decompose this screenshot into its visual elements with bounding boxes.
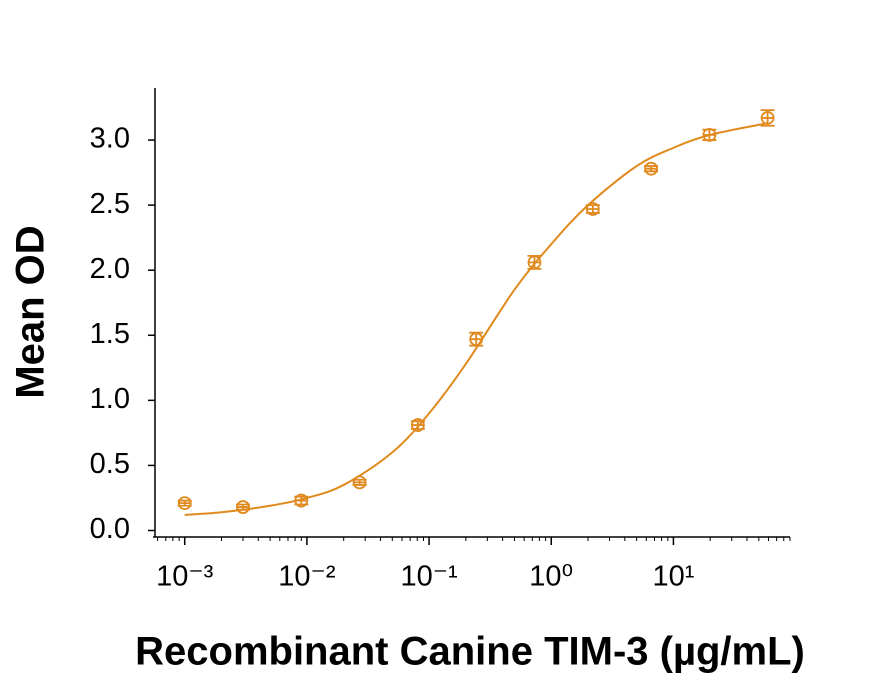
x-tick-label: 10⁰ bbox=[529, 561, 573, 593]
error-bar bbox=[410, 420, 425, 430]
y-axis-label: Mean OD bbox=[9, 225, 53, 398]
error-bar bbox=[760, 109, 775, 127]
data-point bbox=[644, 161, 658, 176]
fit-curve bbox=[184, 122, 768, 516]
data-point bbox=[236, 500, 250, 514]
data-point bbox=[177, 496, 192, 511]
data-point bbox=[760, 111, 775, 125]
x-tick-label: 10¹ bbox=[652, 561, 694, 593]
data-point bbox=[410, 418, 425, 432]
data-point bbox=[294, 493, 309, 508]
error-bar bbox=[177, 499, 192, 507]
data-point bbox=[585, 202, 600, 216]
y-tick-label: 1.0 bbox=[90, 383, 130, 415]
data-point bbox=[527, 255, 542, 270]
y-tick-label: 1.5 bbox=[90, 318, 130, 350]
x-tick-label: 10⁻² bbox=[278, 561, 336, 593]
error-bar bbox=[352, 478, 367, 486]
x-axis-label: Recombinant Canine TIM-3 (µg/mL) bbox=[135, 630, 805, 674]
y-tick-label: 0.0 bbox=[90, 513, 130, 545]
data-point bbox=[352, 475, 367, 490]
x-tick-label: 10⁻³ bbox=[156, 561, 214, 593]
y-tick-label: 2.0 bbox=[90, 253, 130, 285]
error-bar bbox=[644, 165, 659, 173]
y-tick-label: 3.0 bbox=[90, 123, 130, 155]
y-tick-label: 2.5 bbox=[90, 188, 130, 220]
error-bar bbox=[294, 495, 309, 506]
data-point bbox=[702, 127, 717, 142]
y-tick-label: 0.5 bbox=[90, 448, 130, 480]
error-bar bbox=[585, 204, 600, 214]
data-point bbox=[469, 332, 484, 347]
x-tick-label: 10⁻¹ bbox=[400, 561, 458, 593]
error-bar bbox=[236, 503, 251, 511]
